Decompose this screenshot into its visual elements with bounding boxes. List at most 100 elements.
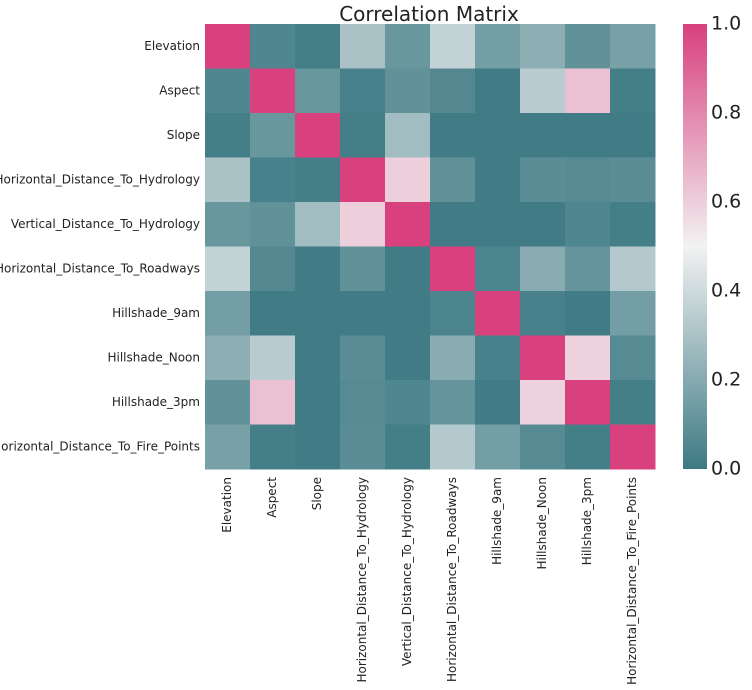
heatmap-cell xyxy=(340,335,386,381)
row-label: Horizontal_Distance_To_Fire_Points xyxy=(0,439,200,453)
colorbar-gradient xyxy=(683,24,707,469)
chart-title: Correlation Matrix xyxy=(339,2,519,26)
column-label: Vertical_Distance_To_Hydrology xyxy=(400,477,414,666)
column-label: Horizontal_Distance_To_Hydrology xyxy=(355,477,369,683)
heatmap-cell xyxy=(205,246,251,292)
row-label: Slope xyxy=(167,128,200,142)
heatmap-cell xyxy=(565,335,611,381)
column-label: Elevation xyxy=(220,477,234,533)
row-label: Hillshade_Noon xyxy=(107,350,200,364)
heatmap-cell xyxy=(250,246,296,292)
heatmap-cell xyxy=(520,380,566,425)
heatmap-cell xyxy=(520,24,566,69)
heatmap-cell xyxy=(610,246,656,292)
heatmap-cell xyxy=(205,202,251,247)
heatmap-cell xyxy=(295,424,341,470)
heatmap-cell xyxy=(430,424,476,470)
row-label: Horizontal_Distance_To_Roadways xyxy=(0,261,200,275)
heatmap-cell xyxy=(385,113,431,158)
heatmap-cell xyxy=(565,68,611,114)
heatmap-cell xyxy=(295,380,341,425)
heatmap-cell xyxy=(250,424,296,470)
colorbar-tick-label: 0.4 xyxy=(711,280,741,302)
colorbar: 0.0 0.2 0.4 0.6 0.8 1.0 xyxy=(683,13,741,480)
column-label: Hillshade_9am xyxy=(490,477,504,565)
row-label: Horizontal_Distance_To_Hydrology xyxy=(0,172,200,186)
heatmap-cell xyxy=(250,202,296,247)
heatmap-cell xyxy=(250,380,296,425)
heatmap-cell xyxy=(295,246,341,292)
heatmap-cell xyxy=(565,202,611,247)
heatmap-cell xyxy=(430,157,476,203)
heatmap-cell xyxy=(565,246,611,292)
colorbar-tick-label: 0.0 xyxy=(711,458,741,480)
heatmap-cell xyxy=(340,157,386,203)
heatmap-cell xyxy=(385,335,431,381)
heatmap-cell xyxy=(250,68,296,114)
heatmap-cell xyxy=(475,424,521,470)
heatmap-cell xyxy=(340,202,386,247)
row-label: Elevation xyxy=(144,39,200,53)
heatmap-cell xyxy=(610,291,656,336)
row-label: Hillshade_9am xyxy=(112,306,200,320)
heatmap-cell xyxy=(475,246,521,292)
heatmap-cell xyxy=(205,68,251,114)
heatmap-cell xyxy=(250,157,296,203)
heatmap-cell xyxy=(340,291,386,336)
heatmap-cell xyxy=(295,68,341,114)
heatmap-cell xyxy=(295,157,341,203)
heatmap-cell xyxy=(610,113,656,158)
heatmap-cell xyxy=(610,202,656,247)
heatmap-cell xyxy=(295,335,341,381)
heatmap-cell xyxy=(430,246,476,292)
heatmap-cell xyxy=(250,291,296,336)
row-label: Aspect xyxy=(159,83,200,97)
heatmap-cell xyxy=(475,380,521,425)
colorbar-tick-label: 0.8 xyxy=(711,102,741,124)
column-label: Aspect xyxy=(265,477,279,518)
heatmap-cell xyxy=(385,24,431,69)
heatmap-cell xyxy=(565,380,611,425)
heatmap-cell xyxy=(385,291,431,336)
heatmap-cell xyxy=(250,24,296,69)
heatmap-cell xyxy=(475,113,521,158)
heatmap-cell xyxy=(475,291,521,336)
heatmap-cell xyxy=(430,24,476,69)
heatmap-cell xyxy=(430,380,476,425)
heatmap-cell xyxy=(205,113,251,158)
heatmap-cell xyxy=(565,291,611,336)
heatmap-cell xyxy=(610,157,656,203)
heatmap-cell xyxy=(520,246,566,292)
heatmap-cell xyxy=(340,113,386,158)
heatmap-cell xyxy=(295,113,341,158)
heatmap-cell xyxy=(520,202,566,247)
heatmap-cell xyxy=(205,424,251,470)
heatmap-cell xyxy=(295,291,341,336)
column-label: Slope xyxy=(310,477,324,510)
heatmap-cell xyxy=(295,24,341,69)
heatmap-cell xyxy=(520,291,566,336)
heatmap-cell xyxy=(340,246,386,292)
heatmap-cell xyxy=(430,113,476,158)
colorbar-ticks: 0.0 0.2 0.4 0.6 0.8 1.0 xyxy=(711,13,741,480)
heatmap-cell xyxy=(250,335,296,381)
heatmap-cell xyxy=(610,24,656,69)
heatmap-cell xyxy=(475,202,521,247)
heatmap-cell xyxy=(565,424,611,470)
colorbar-tick-label: 0.6 xyxy=(711,191,741,213)
column-label: Hillshade_Noon xyxy=(535,477,549,570)
heatmap-cell xyxy=(430,335,476,381)
heatmap-cell xyxy=(295,202,341,247)
column-labels: Elevation Aspect Slope Horizontal_Distance_… xyxy=(220,477,639,685)
heatmap-cell xyxy=(565,113,611,158)
heatmap-cell xyxy=(610,68,656,114)
heatmap-cell xyxy=(385,246,431,292)
heatmap-cells xyxy=(205,24,656,470)
heatmap-cell xyxy=(475,68,521,114)
column-label: Hillshade_3pm xyxy=(580,477,594,565)
heatmap-cell xyxy=(205,291,251,336)
heatmap-cell xyxy=(385,424,431,470)
heatmap-cell xyxy=(610,335,656,381)
